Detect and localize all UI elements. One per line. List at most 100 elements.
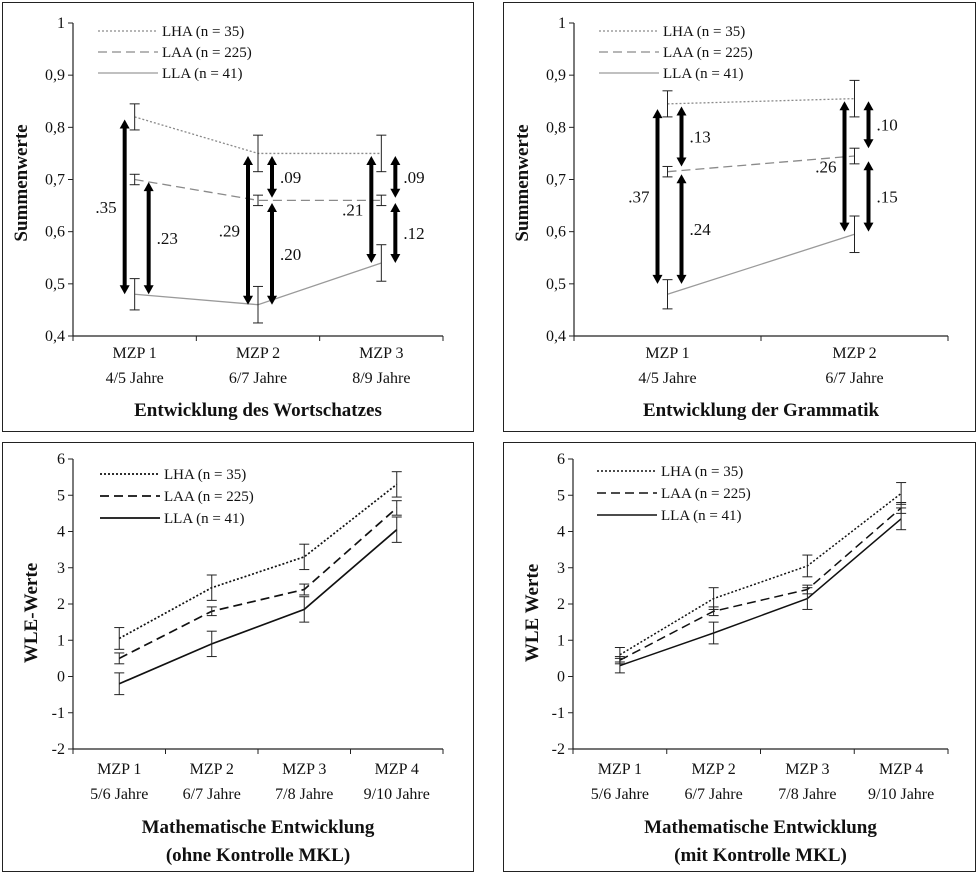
series-line: [619, 518, 902, 667]
difference-arrow-head: [652, 274, 663, 284]
x-tick-label: MZP 2: [190, 761, 234, 778]
difference-label: .10: [877, 116, 898, 135]
y-tick-label: 6: [57, 451, 65, 468]
x-tick-sublabel: 4/5 Jahre: [106, 370, 164, 387]
difference-arrow-head: [676, 106, 687, 116]
y-tick-label: 0: [57, 669, 65, 686]
legend-label: LAA (n = 225): [164, 489, 254, 505]
y-tick-label: -1: [552, 705, 565, 722]
y-tick-label: -2: [552, 741, 565, 758]
difference-label: .21: [342, 200, 363, 219]
y-tick-label: 0,4: [45, 328, 65, 345]
difference-arrow-head: [390, 253, 401, 263]
y-tick-label: -1: [52, 705, 65, 722]
x-tick-sublabel: 4/5 Jahre: [638, 370, 696, 387]
y-tick-label: 1: [57, 15, 65, 32]
series-line: [667, 97, 855, 105]
difference-label: .35: [95, 198, 116, 217]
x-tick-label: MZP 3: [359, 345, 403, 362]
difference-label: .23: [157, 229, 178, 248]
difference-arrow-head: [390, 202, 401, 212]
y-tick-label: 0,8: [546, 119, 566, 136]
legend-label: LHA (n = 35): [663, 24, 745, 40]
x-tick-sublabel: 8/9 Jahre: [352, 370, 410, 387]
x-tick-sublabel: 7/8 Jahre: [275, 786, 333, 803]
legend-label: LAA (n = 225): [661, 486, 751, 502]
y-tick-label: 1: [558, 15, 566, 32]
legend-label: LHA (n = 35): [164, 467, 246, 483]
x-tick-label: MZP 2: [832, 345, 876, 362]
difference-arrow-head: [267, 188, 277, 198]
x-tick-label: MZP 2: [691, 761, 735, 778]
chart-svg-mathe-ohne-mkl: -2 -1 0 1 2 3 4 5 6 MZP 1 5/6 Jahre MZP 2 6/7 Jahre M…: [21, 451, 444, 866]
difference-arrow-head: [863, 139, 874, 149]
x-tick-sublabel: 5/6 Jahre: [90, 786, 148, 803]
y-tick-label: 2: [557, 596, 565, 613]
series-line: [118, 483, 398, 640]
series-line: [667, 155, 855, 173]
legend-label: LAA (n = 225): [162, 45, 252, 61]
x-tick-sublabel: 7/8 Jahre: [778, 786, 836, 803]
chart-svg-grammatik: 0,4 0,5 0,6 0,7 0,8 0,9 1 MZP 1 4/5 Jahre MZP 2 6/…: [512, 15, 949, 421]
y-axis-title: WLE Werte: [522, 564, 543, 662]
difference-arrow-head: [676, 157, 687, 167]
difference-arrow-head: [243, 156, 253, 166]
chart-svg-mathe-mit-mkl: -2 -1 0 1 2 3 4 5 6 MZP 1 5/6 Jahre MZP 2 6/7 Jahre M…: [522, 451, 949, 866]
difference-arrow-head: [676, 274, 687, 284]
y-tick-label: -2: [52, 741, 65, 758]
y-tick-label: 0,9: [45, 67, 65, 84]
y-tick-label: 0,7: [546, 172, 566, 189]
legend-label: LLA (n = 41): [164, 511, 245, 527]
difference-label: .24: [690, 220, 712, 239]
y-tick-label: 0,5: [45, 276, 65, 293]
x-tick-label: MZP 4: [375, 761, 419, 778]
difference-label: .26: [815, 157, 836, 176]
y-tick-label: 0,9: [546, 67, 566, 84]
difference-label: .29: [219, 221, 240, 240]
series-line: [667, 233, 855, 295]
difference-arrow-head: [119, 285, 130, 295]
legend-label: LAA (n = 225): [663, 45, 753, 61]
difference-label: .09: [403, 168, 424, 187]
difference-arrow-head: [243, 295, 253, 305]
y-axis-title: Summenwerte: [512, 124, 533, 241]
y-tick-label: 0,6: [546, 224, 566, 241]
y-tick-label: 5: [57, 487, 65, 504]
x-axis-title: Mathematische Entwicklung: [644, 817, 877, 838]
x-tick-label: MZP 3: [282, 761, 326, 778]
y-tick-label: 1: [557, 632, 565, 649]
chart-svg-wortschatz: 0,4 0,5 0,6 0,7 0,8 0,9 1 MZP 1 4/5 Jahre MZP 2 6/…: [11, 15, 444, 421]
y-tick-label: 5: [557, 487, 565, 504]
y-tick-label: 4: [557, 524, 565, 541]
y-tick-label: 0,7: [45, 172, 65, 189]
y-tick-label: 3: [557, 560, 565, 577]
legend-label: LLA (n = 41): [663, 66, 744, 82]
x-tick-sublabel: 6/7 Jahre: [685, 786, 743, 803]
y-tick-label: 6: [557, 451, 565, 468]
y-tick-label: 0,4: [546, 328, 566, 345]
difference-arrow-head: [366, 253, 377, 263]
legend-label: LLA (n = 41): [661, 508, 742, 524]
x-tick-label: MZP 4: [879, 761, 923, 778]
y-tick-label: 4: [57, 524, 65, 541]
difference-arrow-head: [267, 295, 277, 305]
difference-label: .20: [280, 245, 301, 264]
x-tick-label: MZP 2: [236, 345, 280, 362]
difference-arrow-head: [839, 101, 850, 111]
difference-arrow-head: [267, 156, 277, 166]
difference-arrow-head: [863, 101, 874, 111]
difference-label: .12: [403, 224, 424, 243]
difference-label: .15: [877, 187, 898, 206]
difference-arrow-head: [143, 182, 154, 192]
series-line: [619, 507, 902, 661]
difference-arrow-head: [863, 222, 874, 232]
x-tick-label: MZP 1: [97, 761, 141, 778]
y-tick-label: 0: [557, 669, 565, 686]
difference-arrow-head: [839, 222, 850, 232]
x-axis-title-line2: (mit Kontrolle MKL): [674, 845, 847, 866]
y-tick-label: 0,8: [45, 119, 65, 136]
difference-arrow-head: [267, 202, 277, 212]
x-axis-title-line2: (ohne Kontrolle MKL): [166, 845, 350, 866]
y-axis-title: WLE-Werte: [21, 563, 42, 663]
series-line: [118, 529, 398, 685]
